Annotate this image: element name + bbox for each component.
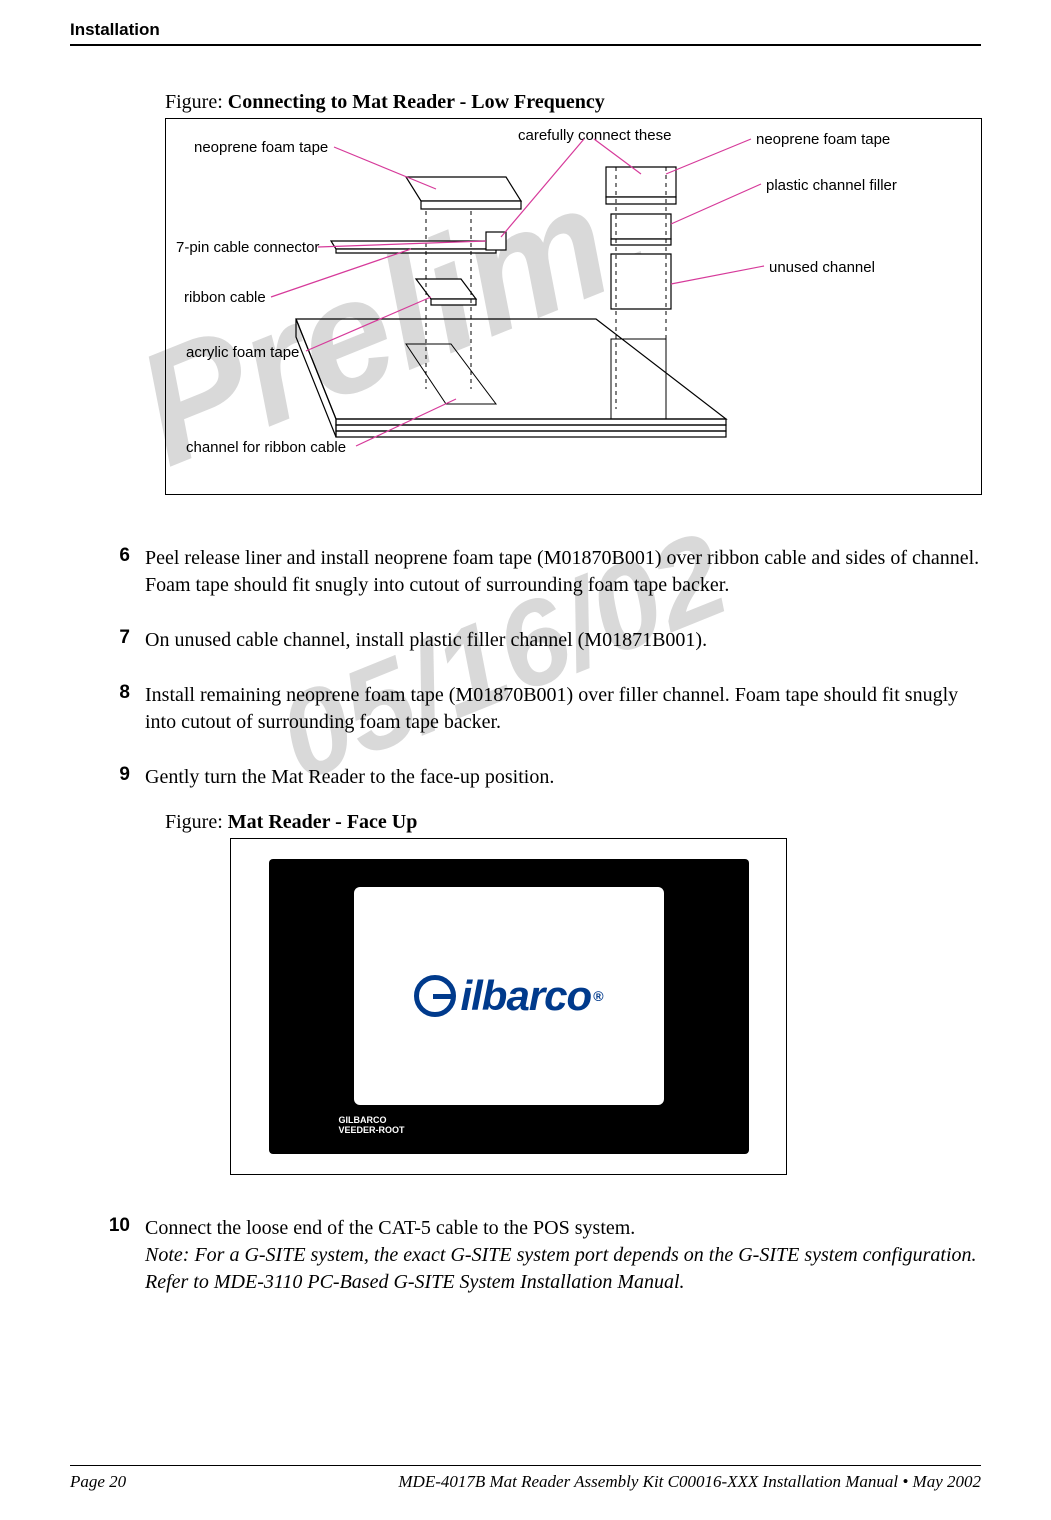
- footer-doc: MDE-4017B Mat Reader Assembly Kit C00016…: [398, 1472, 981, 1492]
- figure2-caption: Figure: Mat Reader - Face Up: [165, 811, 981, 834]
- step-7-num: 7: [90, 627, 130, 654]
- step-9-num: 9: [90, 764, 130, 791]
- step-8-text: Install remaining neoprene foam tape (M0…: [130, 682, 981, 736]
- figure2-caption-bold: Mat Reader - Face Up: [228, 811, 418, 833]
- figure1-caption-bold: Connecting to Mat Reader - Low Frequency: [228, 91, 605, 113]
- registered-mark: ®: [593, 988, 602, 1004]
- gilbarco-logo-text: ilbarco: [460, 972, 591, 1020]
- step-10-num: 10: [90, 1215, 130, 1296]
- step-10-main: Connect the loose end of the CAT-5 cable…: [145, 1217, 635, 1239]
- page-footer: Page 20 MDE-4017B Mat Reader Assembly Ki…: [70, 1465, 981, 1492]
- figure1-caption-prefix: Figure:: [165, 91, 228, 113]
- step-10: 10 Connect the loose end of the CAT-5 ca…: [90, 1215, 981, 1296]
- step-7-text: On unused cable channel, install plastic…: [130, 627, 707, 654]
- mat-reader-screen: ilbarco®: [354, 887, 664, 1105]
- sub-brand: GILBARCO VEEDER-ROOT: [339, 1116, 405, 1136]
- figure1-box: neoprene foam tape carefully connect the…: [165, 118, 982, 495]
- sub-brand-1: GILBARCO: [339, 1115, 387, 1125]
- mat-reader-face: ilbarco® GILBARCO VEEDER-ROOT: [269, 859, 749, 1154]
- step-10-note-text: For a G-SITE system, the exact G-SITE sy…: [145, 1244, 977, 1293]
- figure2-box: ilbarco® GILBARCO VEEDER-ROOT: [230, 838, 787, 1175]
- step-9: 9 Gently turn the Mat Reader to the face…: [90, 764, 981, 791]
- step-7: 7 On unused cable channel, install plast…: [90, 627, 981, 654]
- step-6-num: 6: [90, 545, 130, 599]
- step-6-text: Peel release liner and install neoprene …: [130, 545, 981, 599]
- figure1-caption: Figure: Connecting to Mat Reader - Low F…: [165, 91, 981, 114]
- header-section-title: Installation: [70, 20, 160, 39]
- gilbarco-logo: ilbarco®: [414, 972, 602, 1020]
- figure2-caption-prefix: Figure:: [165, 811, 228, 833]
- step-10-text: Connect the loose end of the CAT-5 cable…: [130, 1215, 981, 1296]
- step-8-num: 8: [90, 682, 130, 736]
- figure1-diagram: [166, 119, 981, 494]
- sub-brand-2: VEEDER-ROOT: [339, 1125, 405, 1135]
- gilbarco-g-icon: [414, 975, 456, 1017]
- step-10-note-label: Note:: [145, 1244, 189, 1266]
- step-9-text: Gently turn the Mat Reader to the face-u…: [130, 764, 554, 791]
- step-6: 6 Peel release liner and install neopren…: [90, 545, 981, 599]
- footer-page: Page 20: [70, 1472, 126, 1492]
- step-8: 8 Install remaining neoprene foam tape (…: [90, 682, 981, 736]
